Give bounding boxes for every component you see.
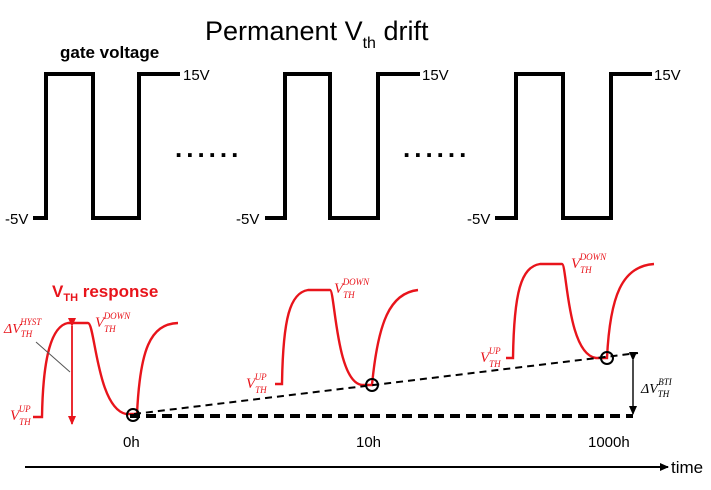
gate-pulse-3: [495, 72, 652, 220]
gate-pulse-1: [33, 72, 180, 220]
voltage-labels: 15V 15V 15V -5V -5V -5V: [5, 67, 681, 228]
time-tick-1000h: 1000h: [588, 434, 630, 451]
vth-down-label-0h: VTHDOWN: [95, 311, 131, 334]
drift-trend-line: [133, 352, 639, 415]
response-curve-1000h: [506, 262, 655, 360]
vth-up-label-10h: VTHUP: [246, 372, 267, 395]
ellipsis-1: ......: [175, 133, 242, 163]
delta-vth-hyst-label: ΔVTHHYST: [3, 317, 42, 339]
high-voltage-label-3: 15V: [654, 67, 681, 84]
response-curve-10h: [275, 288, 419, 387]
vth-down-label-1000h: VTHDOWN: [571, 252, 607, 275]
measurement-point-10h: [365, 378, 379, 392]
response-curve-0h: [33, 321, 179, 419]
delta-vth-bti-label: ΔVTHBTI: [640, 377, 673, 399]
measurement-point-0h: [126, 408, 140, 422]
vth-response-label: VTH response: [52, 282, 158, 304]
high-voltage-label-1: 15V: [183, 67, 210, 84]
high-voltage-label-2: 15V: [422, 67, 449, 84]
vth-up-label-0h: VTHUP: [10, 404, 31, 427]
low-voltage-label-2: -5V: [236, 211, 259, 228]
vth-up-label-1000h: VTHUP: [480, 346, 501, 369]
time-axis-label: time: [671, 458, 703, 477]
vth-labels: ΔVTHHYST VTHUP VTHDOWN VTHUP VTHDOWN VTH…: [3, 252, 607, 427]
vth-response-curves: [33, 262, 655, 419]
gate-waveforms: [33, 72, 652, 220]
ellipsis-2: ......: [403, 133, 470, 163]
low-voltage-label-3: -5V: [467, 211, 490, 228]
time-tick-0h: 0h: [123, 434, 140, 451]
low-voltage-label-1: -5V: [5, 211, 28, 228]
diagram-title: Permanent Vth drift: [205, 16, 429, 52]
gate-pulse-2: [265, 72, 420, 220]
measurement-point-1000h: [600, 351, 614, 365]
vth-down-label-10h: VTHDOWN: [334, 277, 370, 300]
hysteresis-leader: [35, 341, 71, 373]
time-tick-10h: 10h: [356, 434, 381, 451]
gate-voltage-label: gate voltage: [60, 43, 159, 62]
